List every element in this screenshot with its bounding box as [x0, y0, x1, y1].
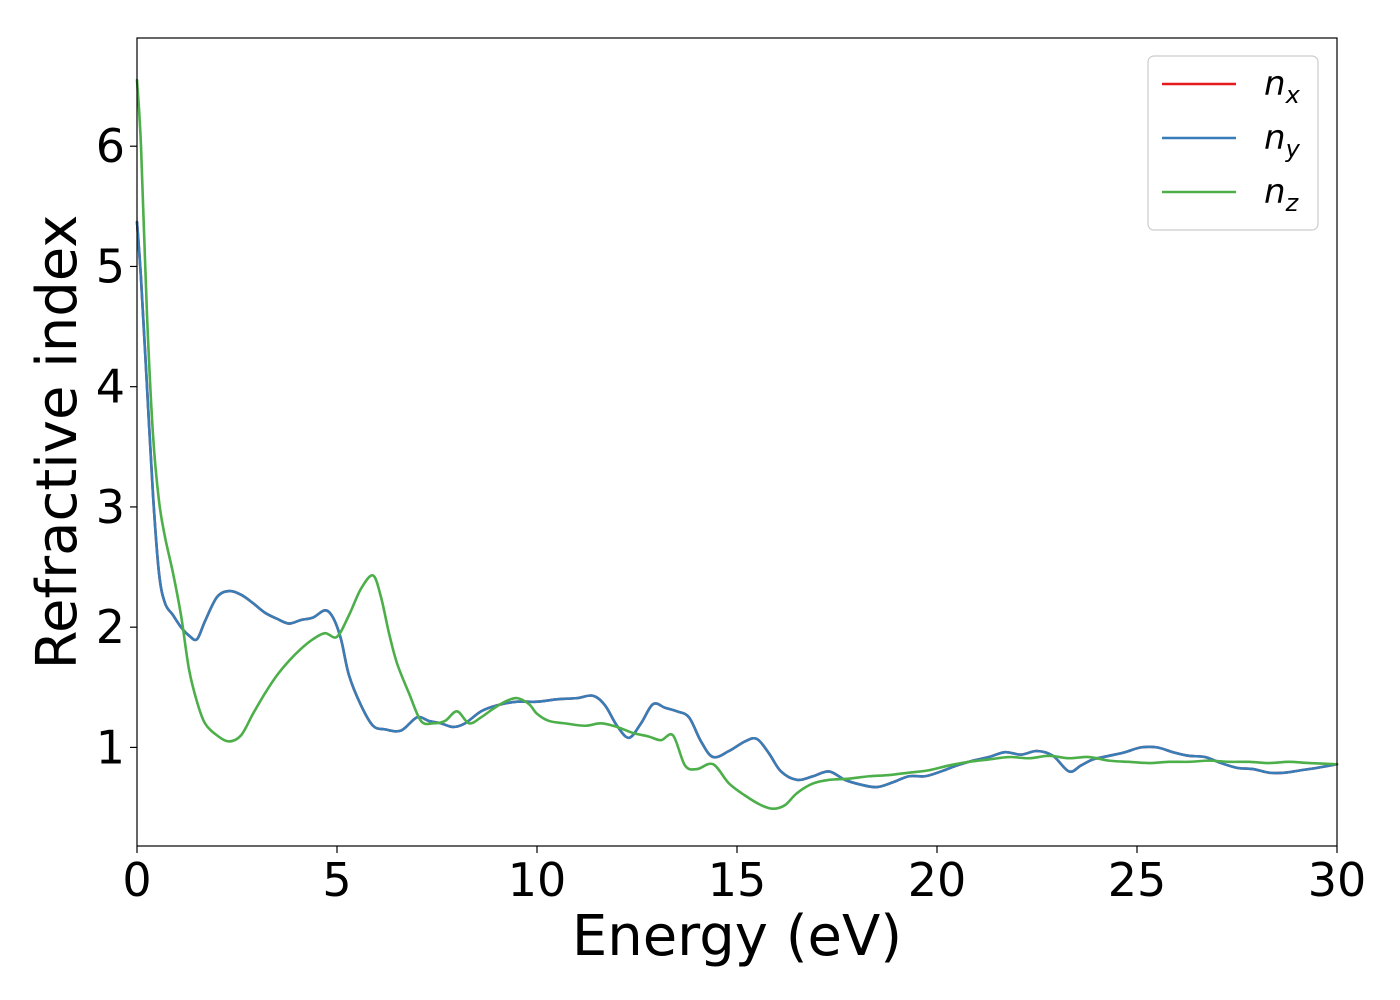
series-line-nz: [135, 78, 1339, 811]
x-tick-label: 10: [508, 853, 567, 907]
series-line-nx: [135, 220, 1339, 789]
x-axis-label: Energy (eV): [572, 904, 902, 969]
x-tick-label: 0: [122, 853, 151, 907]
y-tick-label: 5: [96, 239, 125, 293]
x-tick-label: 30: [1308, 853, 1367, 907]
legend-box: [1147, 55, 1319, 231]
y-tick-label: 3: [96, 480, 125, 534]
y-tick-label: 1: [96, 720, 125, 774]
y-tick-label: 6: [96, 119, 125, 173]
series-layer: [135, 78, 1339, 811]
y-axis-ticks: 1 2 3 4 5 6: [96, 119, 137, 774]
y-tick-label: 2: [96, 600, 125, 654]
x-tick-label: 20: [908, 853, 967, 907]
x-tick-label: 5: [322, 853, 351, 907]
x-tick-label: 15: [708, 853, 767, 907]
y-axis-label: Refractive index: [25, 215, 90, 670]
y-tick-label: 4: [96, 360, 125, 414]
x-tick-label: 25: [1108, 853, 1167, 907]
series-line-ny: [135, 220, 1339, 789]
x-axis-ticks: 0 5 10 15 20 25 30: [122, 846, 1366, 907]
